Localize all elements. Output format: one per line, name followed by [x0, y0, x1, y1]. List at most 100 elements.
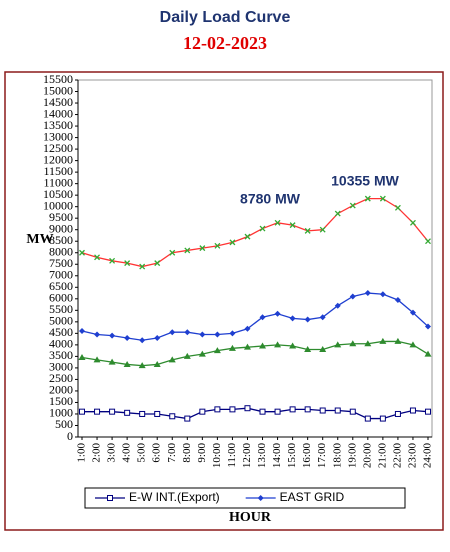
- plot-area: [77, 79, 433, 438]
- x-tick-label: 21:00: [376, 443, 388, 469]
- y-tick-label: 13500: [43, 118, 73, 132]
- point: [243, 343, 251, 350]
- point: [183, 352, 191, 359]
- x-tick-label: 6:00: [151, 443, 163, 463]
- point: [108, 358, 116, 365]
- y-tick-label: 6500: [49, 279, 73, 293]
- x-tick-label: 14:00: [271, 443, 283, 469]
- y-tick-label: 9500: [49, 210, 73, 224]
- x-tick-label: 23:00: [406, 443, 418, 469]
- legend-label: E-W INT.(Export): [129, 490, 220, 504]
- point: [154, 334, 161, 341]
- legend-marker: [257, 495, 264, 501]
- series-line: [81, 292, 429, 341]
- point: [409, 341, 417, 348]
- point: [184, 329, 191, 336]
- point: [214, 406, 221, 413]
- point: [364, 290, 371, 297]
- point: [425, 238, 431, 245]
- point: [79, 249, 85, 256]
- point: [79, 408, 85, 415]
- point: [364, 415, 371, 422]
- point: [259, 225, 266, 232]
- point: [153, 360, 161, 367]
- x-tick-label: 9:00: [196, 443, 208, 463]
- point: [124, 334, 131, 341]
- chart-frame: [4, 71, 444, 531]
- point: [394, 204, 401, 211]
- y-tick-label: 10500: [43, 187, 73, 201]
- point: [259, 342, 267, 349]
- point: [169, 413, 176, 420]
- point: [109, 257, 116, 264]
- point: [229, 239, 236, 246]
- point: [199, 245, 206, 252]
- point: [424, 350, 432, 357]
- y-tick-label: 1000: [49, 406, 73, 420]
- point: [319, 226, 326, 233]
- point: [334, 341, 342, 348]
- y-tick-label: 15500: [43, 72, 73, 86]
- x-tick-label: 12:00: [241, 443, 253, 469]
- annotation: 8780 MW: [240, 191, 301, 207]
- x-tick-label: 2:00: [91, 443, 103, 463]
- legend-label: EAST GRID: [280, 490, 345, 504]
- y-tick-label: 12500: [43, 141, 73, 155]
- point: [138, 362, 146, 369]
- x-tick-label: 3:00: [106, 443, 118, 463]
- y-tick-label: 12000: [43, 152, 73, 166]
- point: [304, 345, 312, 352]
- y-tick-label: 8000: [49, 244, 73, 258]
- point: [409, 407, 416, 414]
- point: [394, 296, 401, 303]
- y-tick-label: 5000: [49, 314, 73, 328]
- point: [364, 195, 371, 202]
- x-tick-label: 7:00: [166, 443, 178, 463]
- y-tick-label: 3500: [49, 348, 73, 362]
- y-tick-label: 9000: [49, 221, 73, 235]
- y-tick-label: 10000: [43, 198, 73, 212]
- x-tick-label: 15:00: [286, 443, 298, 469]
- y-tick-label: 0: [67, 429, 73, 443]
- point: [259, 314, 266, 321]
- point: [319, 314, 326, 321]
- point: [334, 302, 341, 309]
- point: [109, 332, 116, 339]
- point: [304, 316, 311, 323]
- point: [199, 331, 206, 338]
- series-line: [81, 340, 429, 367]
- point: [109, 408, 116, 415]
- x-tick-label: 1:00: [76, 443, 88, 463]
- point: [199, 408, 206, 415]
- point: [139, 410, 146, 417]
- y-tick-label: 4500: [49, 325, 73, 339]
- point: [244, 325, 251, 332]
- y-tick-label: 5500: [49, 302, 73, 316]
- legend: [84, 487, 406, 509]
- point: [124, 260, 131, 267]
- series-line: [82, 407, 429, 420]
- point: [349, 340, 357, 347]
- point: [94, 408, 101, 415]
- point: [244, 233, 251, 240]
- point: [274, 219, 281, 226]
- point: [154, 260, 161, 267]
- y-tick-label: 7000: [49, 268, 73, 282]
- point: [229, 330, 236, 337]
- point: [169, 249, 176, 256]
- point: [289, 342, 297, 349]
- point: [364, 340, 372, 347]
- y-tick-label: 15000: [43, 83, 73, 97]
- point: [349, 202, 356, 209]
- y-tick-label: 13000: [43, 129, 73, 143]
- point: [94, 331, 101, 338]
- point: [319, 407, 326, 414]
- y-tick-label: 14000: [43, 106, 73, 120]
- point: [139, 263, 146, 270]
- x-tick-label: 5:00: [136, 443, 148, 463]
- y-tick-label: 1500: [49, 394, 73, 408]
- x-tick-label: 10:00: [211, 443, 223, 469]
- point: [213, 347, 221, 354]
- point: [94, 254, 101, 261]
